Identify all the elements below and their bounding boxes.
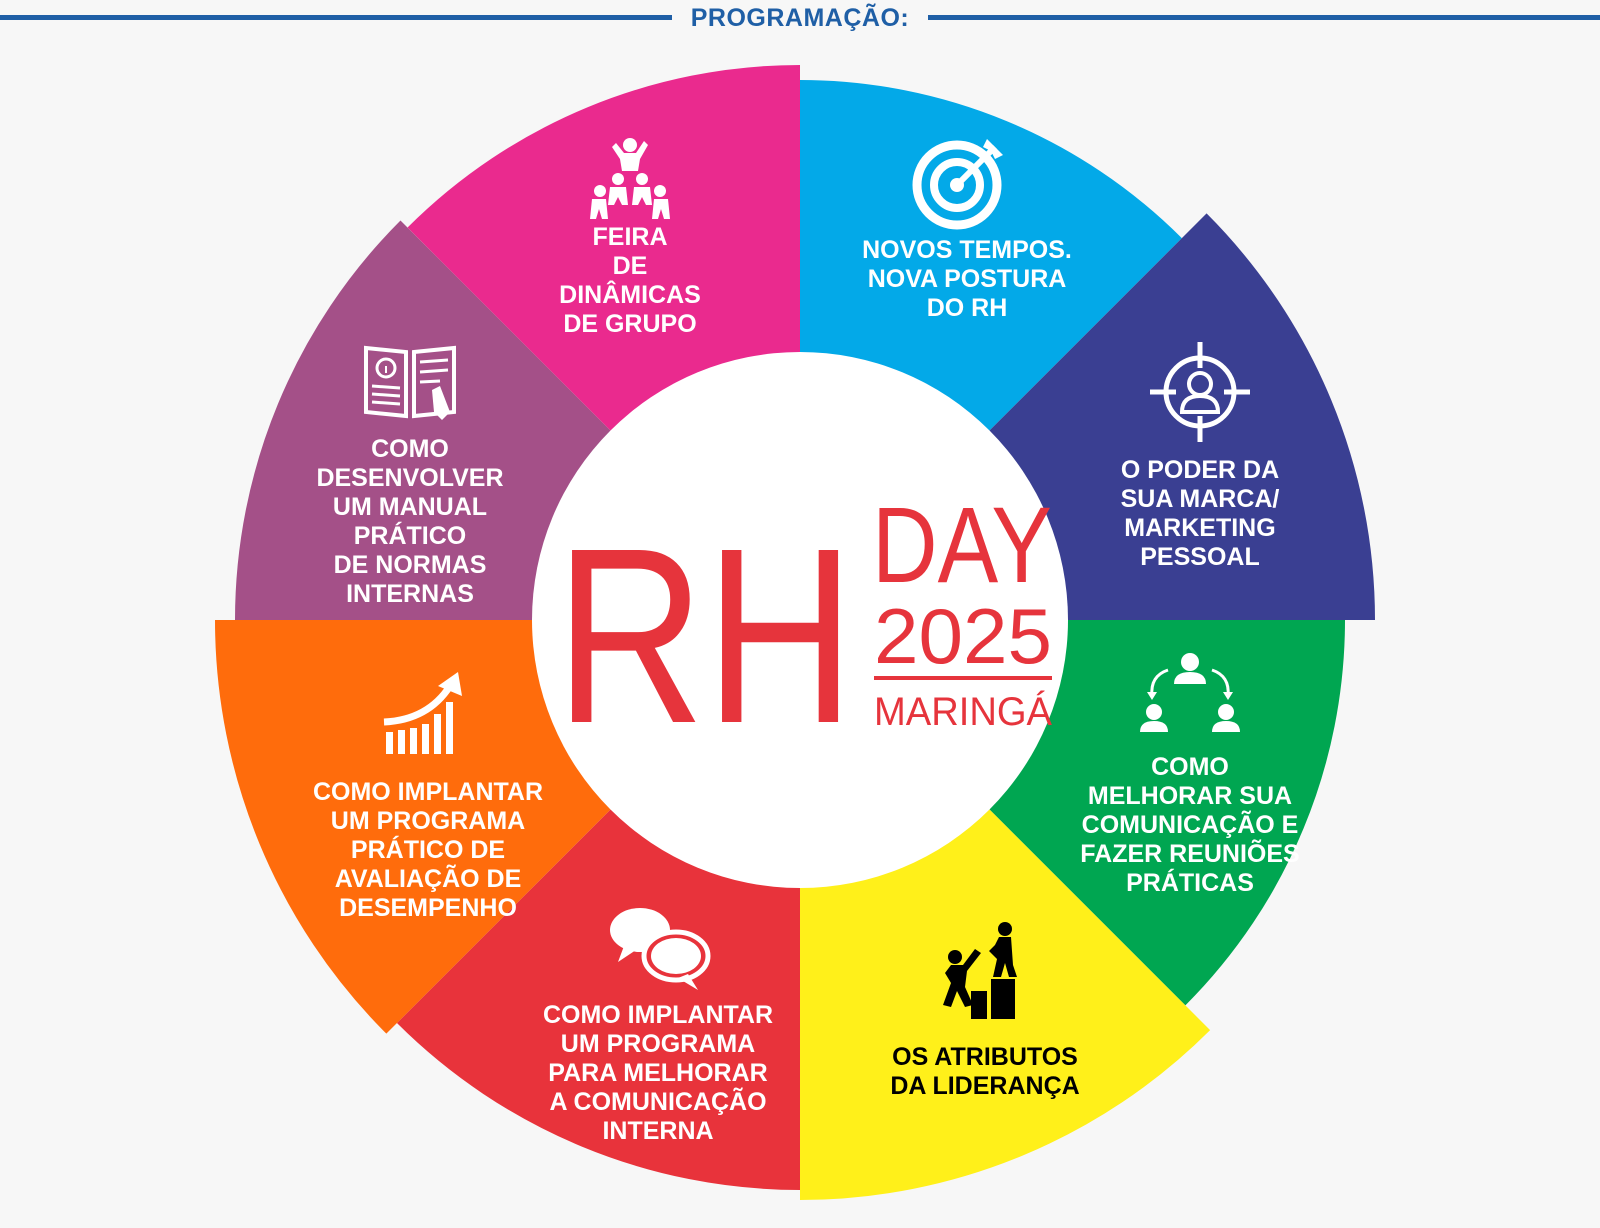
segment-label-manual-normas: COMO DESENVOLVER UM MANUAL PRÁTICO DE NORMAS… [316, 435, 503, 608]
target-dart-icon [912, 139, 1003, 230]
segment-label-line: A COMUNICAÇÃO [549, 1086, 766, 1116]
header-rule-right [928, 15, 1600, 20]
section-title: PROGRAMAÇÃO: [690, 4, 910, 32]
segment-label-avaliacao-desempenho: COMO IMPLANTAR UM PROGRAMA PRÁTICO DE AVALI… [313, 778, 543, 922]
logo-city: MARINGÁ [874, 689, 1052, 734]
header-rule-left [0, 15, 672, 20]
event-logo: RH DAY 2025 MARINGÁ [532, 352, 1068, 888]
segment-label-line: NOVA POSTURA [868, 265, 1067, 293]
segment-label-line: DINÂMICAS [559, 279, 701, 309]
speech-bubbles-icon [610, 908, 711, 990]
segment-label-line: SUA MARCA/ [1121, 485, 1280, 513]
segment-label-line: INTERNA [602, 1117, 713, 1145]
segment-label-line: MELHORAR SUA [1088, 782, 1292, 810]
logo-rule [874, 676, 1052, 680]
segment-label-line: COMO [371, 435, 449, 463]
segment-label-line: PRÁTICO [354, 521, 467, 550]
segment-label-line: DESENVOLVER [316, 464, 503, 492]
segment-label-atributos-lideranca: OS ATRIBUTOS DA LIDERANÇA [890, 1043, 1079, 1100]
segment-label-line: FEIRA [593, 223, 668, 251]
segment-label-feira-dinamicas: FEIRA DE DINÂMICAS DE GRUPO [559, 223, 701, 338]
segment-label-line: COMO IMPLANTAR [543, 1001, 773, 1029]
segment-novos-tempos [800, 80, 1182, 435]
segment-label-line: COMO [1151, 753, 1229, 781]
segment-manual-normas [235, 220, 615, 620]
segment-feira-dinamicas [407, 65, 800, 435]
segment-label-line: UM PROGRAMA [561, 1030, 755, 1058]
segment-label-line: MARKETING [1124, 514, 1275, 542]
group-pyramid-icon [590, 138, 670, 219]
leader-helping-climb-icon [943, 922, 1017, 1019]
segment-label-line: DE NORMAS [334, 551, 487, 579]
segment-label-line: COMO IMPLANTAR [313, 778, 543, 806]
logo-rh: RH [555, 496, 855, 775]
segment-label-line: O PODER DA [1121, 456, 1279, 484]
logo-day: DAY [872, 484, 1052, 605]
growth-chart-arrow-icon [383, 672, 462, 754]
segment-comunicacao-reunioes [985, 620, 1345, 1006]
logo-disc [532, 352, 1068, 888]
segment-label-comunicacao-reunioes: COMO MELHORAR SUA COMUNICAÇÃO E FAZER REUNI… [1080, 753, 1299, 897]
segment-label-line: FAZER REUNIÕES [1080, 838, 1299, 868]
segment-label-line: PRÁTICO DE [351, 835, 505, 864]
segment-label-line: DE [613, 252, 648, 280]
crosshair-person-icon [1150, 342, 1250, 442]
segment-avaliacao-desempenho [215, 620, 615, 1034]
segment-label-comunicacao-interna: COMO IMPLANTAR UM PROGRAMA PARA MELHORAR A … [543, 1001, 773, 1145]
segment-comunicacao-interna [396, 805, 800, 1190]
segment-label-novos-tempos: NOVOS TEMPOS. NOVA POSTURA DO RH [862, 236, 1072, 322]
segment-label-line: INTERNAS [346, 580, 474, 608]
segment-label-line: DO RH [927, 294, 1008, 322]
segment-label-line: UM PROGRAMA [331, 807, 525, 835]
segment-label-line: DE GRUPO [563, 310, 696, 338]
segment-label-line: PARA MELHORAR [548, 1059, 767, 1087]
segment-label-line: OS ATRIBUTOS [892, 1043, 1078, 1071]
segment-label-line: DESEMPENHO [339, 894, 517, 922]
segment-label-line: COMUNICAÇÃO E [1082, 809, 1299, 839]
segment-label-line: PESSOAL [1140, 543, 1259, 571]
manual-book-icon [364, 345, 456, 420]
segment-label-poder-marca: O PODER DA SUA MARCA/MARKETING PESSOAL [1121, 456, 1280, 571]
segment-label-line: UM MANUAL [333, 493, 487, 521]
segment-label-line: AVALIAÇÃO DE [335, 863, 522, 893]
team-communication-icon [1140, 653, 1240, 732]
segment-label-line: DA LIDERANÇA [890, 1072, 1079, 1100]
segment-label-line: NOVOS TEMPOS. [862, 236, 1072, 264]
logo-year: 2025 [874, 592, 1052, 680]
segment-label-line: PRÁTICAS [1126, 868, 1254, 897]
